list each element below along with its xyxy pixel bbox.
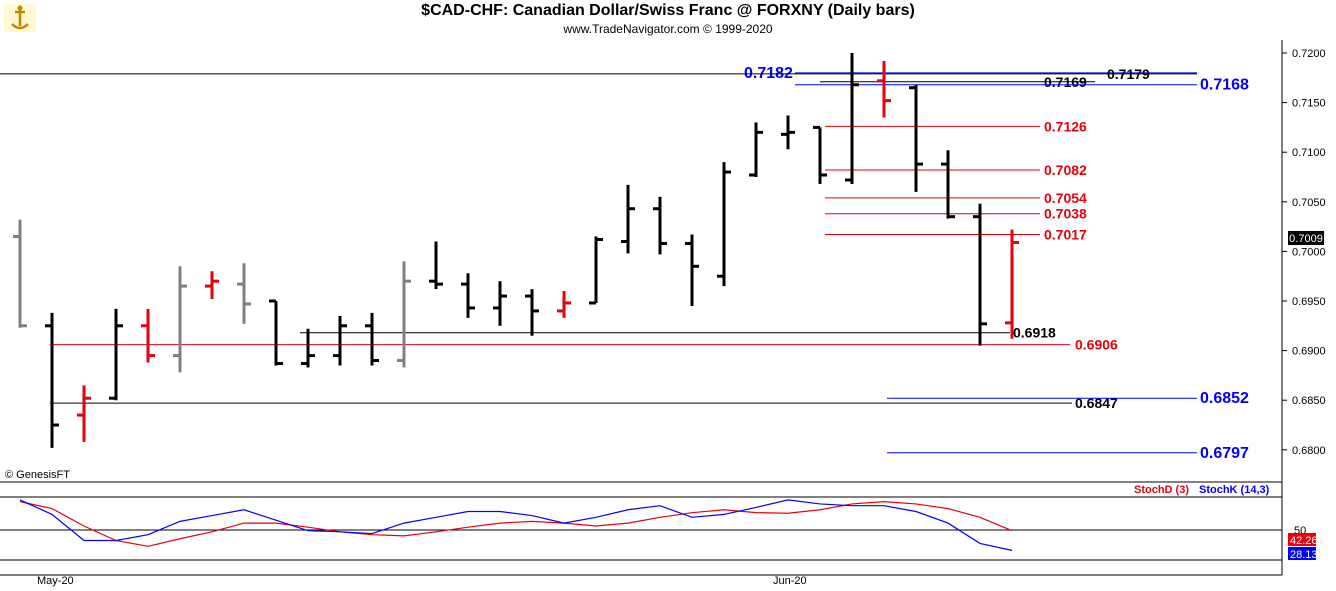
stochastic-pane: [19, 499, 1013, 551]
stoch-line: [19, 501, 1013, 547]
chart-title: $CAD-CHF: Canadian Dollar/Swiss Franc @ …: [421, 2, 915, 19]
y-tick-label: 0.7100: [1292, 147, 1326, 159]
level-label: 0.7038: [1044, 206, 1087, 222]
ohlc-bar: [45, 312, 59, 448]
ohlc-bar: [77, 385, 91, 442]
level-label: 0.7169: [1044, 74, 1087, 90]
last-price-box: [1288, 231, 1324, 245]
ohlc-bar: [941, 150, 955, 219]
x-axis-label: May-20: [37, 575, 74, 587]
ohlc-bar: [1005, 229, 1019, 339]
ohlc-bar: [237, 263, 251, 324]
last-price-label: 0.7009: [1289, 233, 1323, 245]
ohlc-bar: [685, 234, 699, 306]
level-label: 0.7082: [1044, 162, 1087, 178]
level-label: 0.7054: [1044, 190, 1087, 206]
ohlc-bar: [109, 308, 123, 401]
ohlc-bar: [781, 115, 795, 150]
x-axis-labels: May-20 Jun-20: [37, 575, 807, 587]
y-tick-label: 0.6900: [1292, 346, 1326, 358]
ohlc-bar: [877, 60, 891, 118]
ohlc-bar: [653, 196, 667, 255]
ohlc-bar: [173, 266, 187, 373]
ohlc-bar: [461, 273, 475, 318]
ohlc-bar: [205, 271, 219, 300]
ohlc-bar: [813, 125, 827, 184]
ohlc-bar: [141, 308, 155, 363]
chart-subtitle: www.TradeNavigator.com © 1999-2020: [563, 22, 773, 36]
y-tick-label: 0.6950: [1292, 296, 1326, 308]
ohlc-bars: [13, 53, 1019, 448]
level-label: 0.7168: [1200, 77, 1249, 94]
level-label: 0.6906: [1075, 337, 1118, 353]
ohlc-bar: [13, 219, 27, 328]
ohlc-bar: [589, 236, 603, 305]
level-label: 0.6797: [1200, 445, 1249, 462]
x-axis-label: Jun-20: [773, 575, 807, 587]
ohlc-bar: [557, 291, 571, 318]
y-tick-label: 0.7150: [1292, 98, 1326, 110]
stoch-d-last: 42.26: [1290, 535, 1318, 547]
level-label: 0.7017: [1044, 227, 1087, 243]
level-label: 0.6852: [1200, 390, 1249, 407]
ohlc-bar: [301, 328, 315, 368]
stoch-k-last: 28.13: [1290, 549, 1318, 561]
ohlc-bar: [621, 184, 635, 254]
ohlc-bar: [717, 162, 731, 287]
stoch-line: [19, 499, 1013, 551]
ohlc-bar: [493, 281, 507, 326]
stoch-d-legend: StochD (3): [1134, 484, 1189, 496]
y-tick-label: 0.6850: [1292, 395, 1326, 407]
ohlc-bar: [973, 203, 987, 346]
y-tick-label: 0.7200: [1292, 48, 1326, 60]
y-tick-label: 0.6800: [1292, 445, 1326, 457]
ohlc-bar: [397, 261, 411, 368]
y-axis-ticks: 0.7200 0.7150 0.7100 0.7050 0.7000 0.6950 0.69…: [1282, 48, 1326, 457]
y-tick-label: 0.7000: [1292, 246, 1326, 258]
ohlc-bar: [749, 122, 763, 177]
ohlc-bar: [525, 289, 539, 336]
level-label: 0.7179: [1107, 66, 1150, 82]
ohlc-bar: [365, 312, 379, 366]
ohlc-bar: [269, 299, 283, 366]
level-label: 0.7126: [1044, 118, 1087, 134]
stoch-k-legend: StochK (14,3): [1199, 484, 1270, 496]
trade-navigator-logo: [4, 4, 36, 37]
level-label: 0.6847: [1075, 395, 1118, 411]
ohlc-bar: [333, 315, 347, 366]
ohlc-bar: [909, 84, 923, 192]
level-label: 0.6918: [1013, 325, 1056, 341]
y-tick-label: 0.7050: [1292, 197, 1326, 209]
copyright-label: © GenesisFT: [5, 469, 70, 481]
stoch-k-last-box: [1288, 547, 1316, 560]
ohlc-bar: [429, 241, 443, 290]
stoch-d-last-box: [1288, 533, 1316, 546]
ohlc-bar: [845, 53, 859, 184]
